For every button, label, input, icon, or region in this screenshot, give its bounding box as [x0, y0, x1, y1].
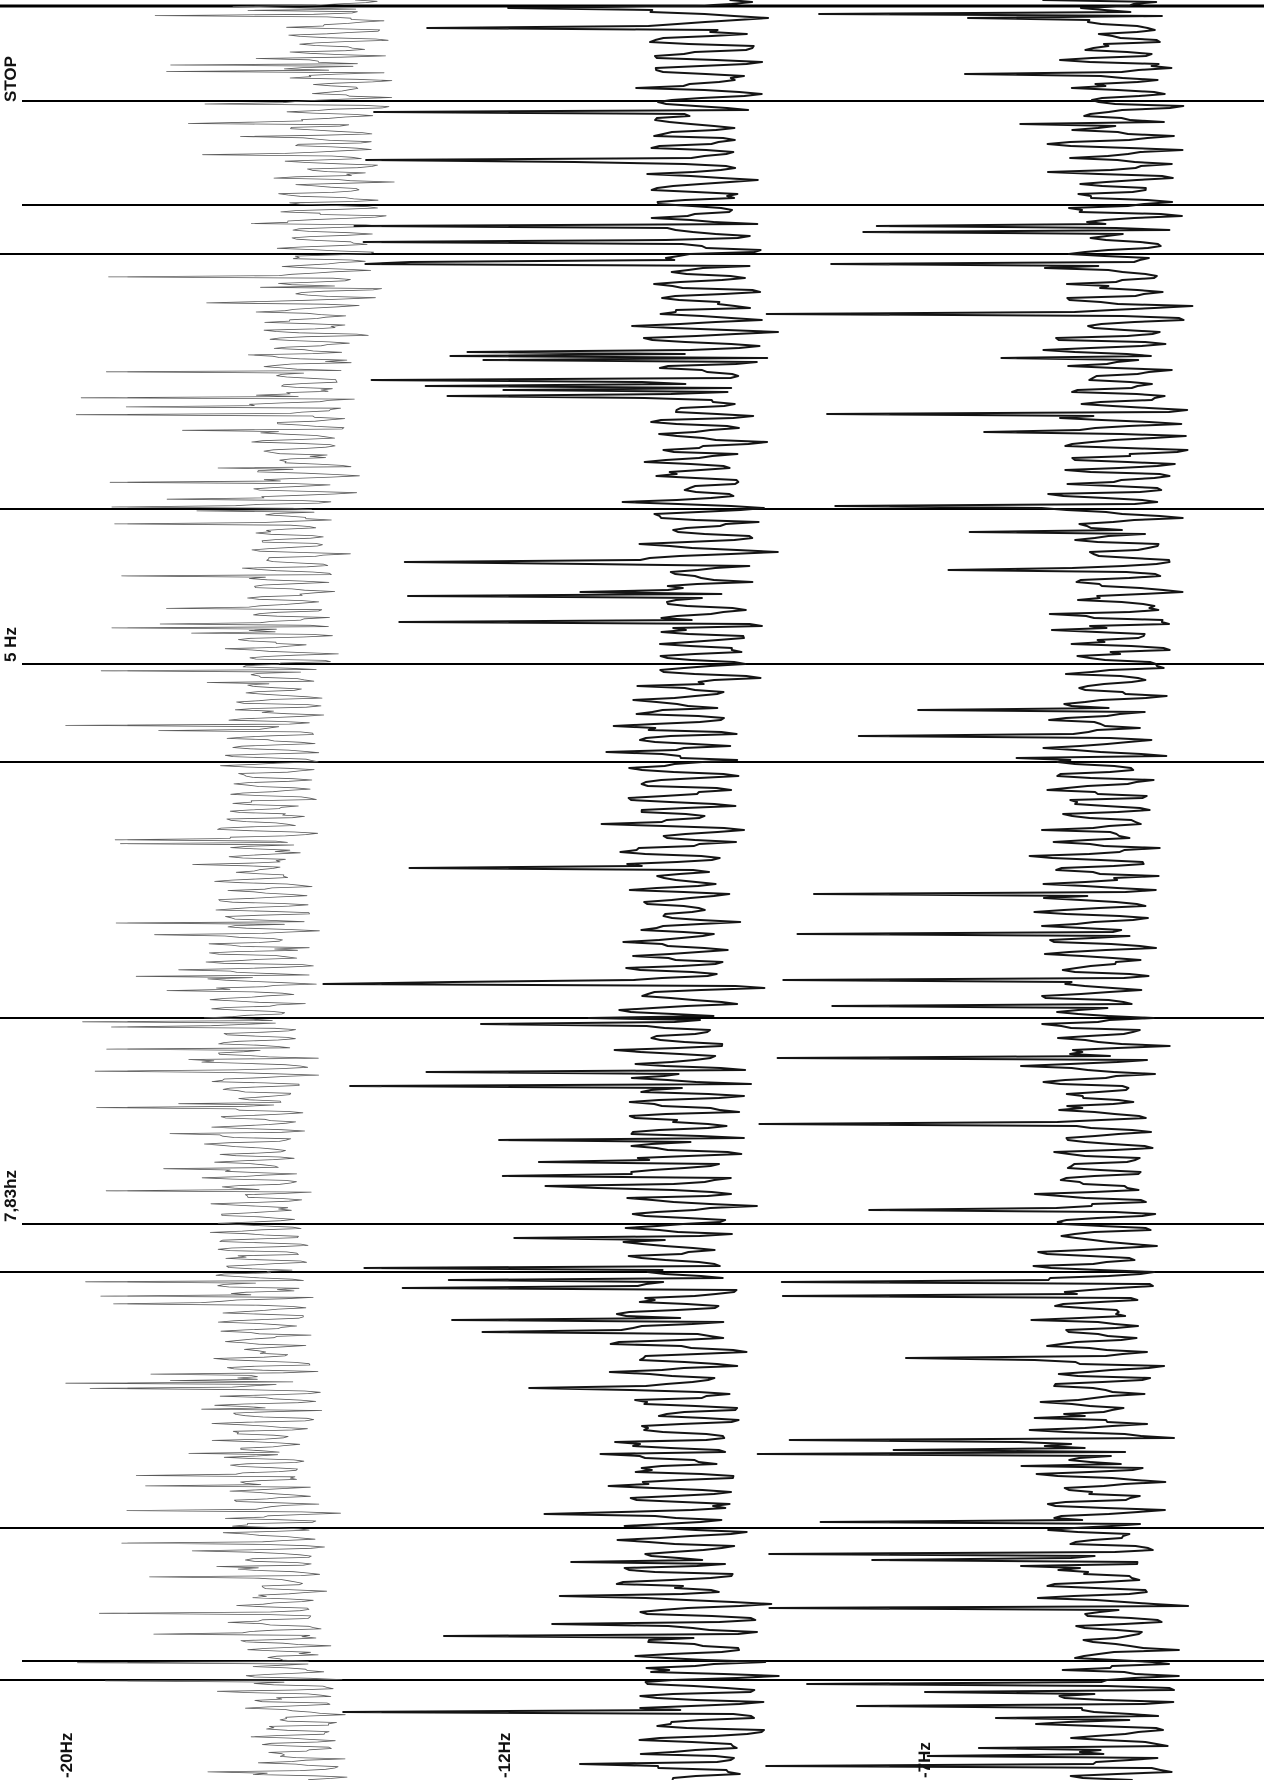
trace-channel-3 [756, 0, 1194, 1780]
trace-channel-2 [322, 0, 780, 1780]
annotation-7-83hz: 7,83hz [1, 1170, 20, 1222]
signal-traces [65, 0, 1194, 1780]
channel-label-7hz: -7Hz [915, 1742, 934, 1778]
channel-label-12hz: -12Hz [495, 1733, 514, 1778]
annotation-stop: STOP [1, 56, 20, 102]
trace-channel-1 [65, 0, 395, 1780]
annotation-5hz: 5 Hz [1, 627, 20, 662]
channel-label-20hz: -20Hz [57, 1733, 76, 1778]
